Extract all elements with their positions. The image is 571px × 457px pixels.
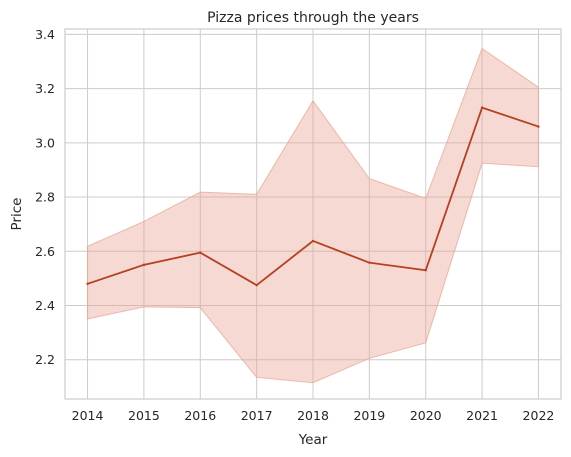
data-point: [199, 251, 202, 254]
plot-frame: [64, 28, 562, 400]
data-point: [424, 269, 427, 272]
confidence-band-layer: [87, 47, 539, 384]
y-tick-label: 3.2: [35, 81, 55, 96]
x-tick-label: 2018: [297, 408, 329, 423]
data-point: [537, 125, 540, 128]
x-tick-label: 2021: [466, 408, 498, 423]
chart-title: Pizza prices through the years: [207, 10, 419, 26]
data-point: [368, 261, 371, 264]
y-tick-label: 2.8: [35, 190, 55, 205]
grid-lines: [65, 29, 561, 399]
x-tick-label: 2015: [128, 408, 160, 423]
x-tick-label: 2019: [353, 408, 385, 423]
x-axis-label: Year: [298, 432, 328, 448]
x-tick-label: 2020: [410, 408, 442, 423]
y-tick-label: 2.6: [35, 244, 55, 259]
data-point: [142, 263, 146, 267]
y-tick-label: 3.0: [35, 135, 55, 150]
x-tick-label: 2014: [72, 408, 104, 423]
confidence-band: [87, 47, 539, 384]
x-axis-ticks: 2014 2015 2016 2017 2018 2019 2020 2021 2022: [72, 408, 555, 423]
x-tick-label: 2017: [241, 408, 273, 423]
y-tick-label: 2.4: [35, 298, 55, 313]
y-tick-label: 3.4: [35, 27, 55, 42]
y-axis-ticks: 2.2 2.4 2.6 2.8 3.0 3.2 3.4: [35, 27, 55, 367]
x-tick-label: 2022: [523, 408, 555, 423]
y-axis-label: Price: [9, 198, 25, 231]
data-point: [480, 106, 484, 109]
series-line-layer: [86, 106, 540, 287]
x-tick-label: 2016: [184, 408, 216, 423]
data-point: [86, 282, 89, 285]
y-tick-label: 2.2: [35, 352, 55, 367]
data-point: [255, 283, 258, 287]
data-point: [311, 239, 315, 243]
